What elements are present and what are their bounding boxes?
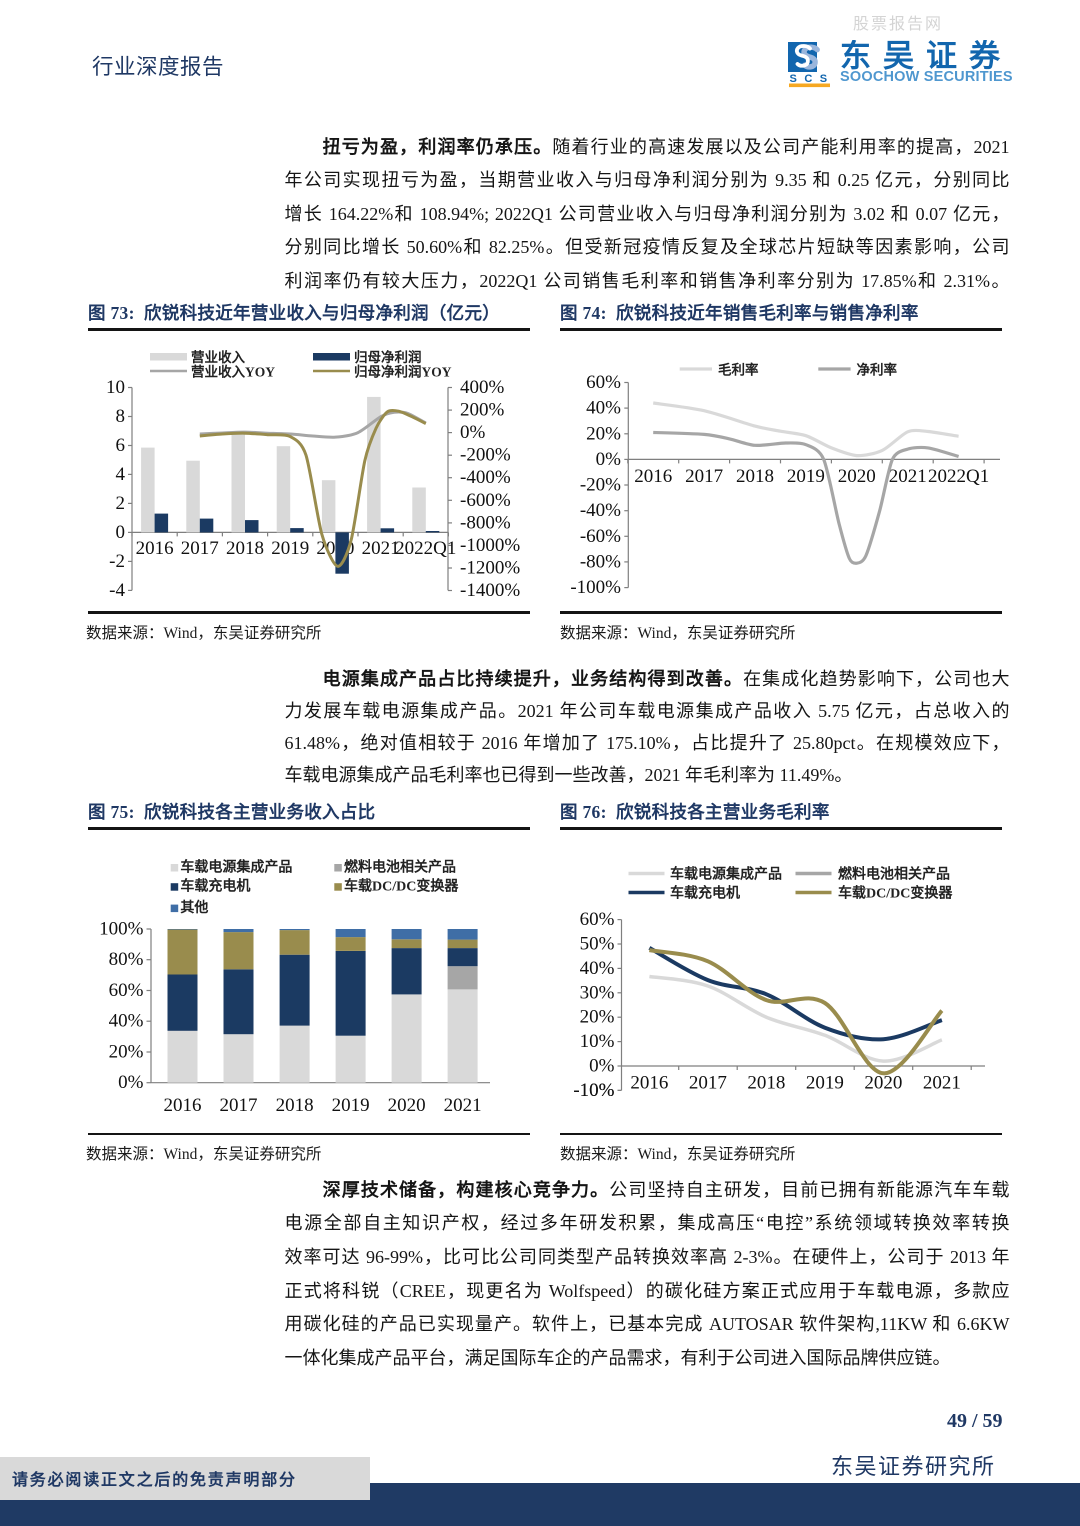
svg-text:2017: 2017 [689,1073,727,1094]
svg-text:车载电源集成产品: 车载电源集成产品 [180,859,292,876]
svg-text:车载充电机: 车载充电机 [670,885,740,902]
svg-text:80%: 80% [109,949,144,970]
svg-text:2016: 2016 [630,1073,668,1094]
svg-text:-80%: -80% [580,551,621,572]
svg-text:0: 0 [116,522,126,543]
svg-text:-100%: -100% [570,577,621,598]
svg-text:-800%: -800% [460,512,511,533]
svg-text:0%: 0% [596,449,622,470]
svg-text:6: 6 [116,435,126,456]
svg-text:2016: 2016 [136,538,174,559]
svg-text:60%: 60% [109,980,144,1001]
svg-text:2020: 2020 [864,1073,902,1094]
svg-text:2021: 2021 [889,466,927,487]
svg-text:2018: 2018 [226,538,264,559]
svg-text:燃料电池相关产品: 燃料电池相关产品 [344,859,456,876]
svg-text:2022Q1: 2022Q1 [928,466,989,487]
svg-text:车载DC/DC变换器: 车载DC/DC变换器 [344,878,459,895]
svg-text:8: 8 [116,406,126,427]
svg-text:2019: 2019 [806,1073,844,1094]
svg-text:车载充电机: 车载充电机 [180,878,250,895]
svg-text:0%: 0% [118,1072,144,1093]
svg-text:-4: -4 [109,580,125,601]
svg-text:60%: 60% [586,372,621,393]
svg-text:-1400%: -1400% [460,580,520,601]
svg-text:-20%: -20% [580,475,621,496]
svg-text:东吴证券: 东吴证券 [840,40,1012,74]
svg-text:20%: 20% [580,1007,615,1028]
svg-text:-1200%: -1200% [460,558,520,579]
svg-text:2016: 2016 [634,466,672,487]
svg-text:SOOCHOW SECURITIES: SOOCHOW SECURITIES [840,69,1013,85]
svg-text:2017: 2017 [181,538,219,559]
svg-text:20%: 20% [109,1042,144,1063]
svg-text:60%: 60% [580,909,615,930]
svg-text:营业收入: 营业收入 [191,349,245,365]
svg-text:车载电源集成产品: 车载电源集成产品 [670,866,782,883]
svg-text:2020: 2020 [838,466,876,487]
svg-text:-60%: -60% [580,526,621,547]
svg-text:30%: 30% [580,982,615,1003]
svg-text:归母净利润: 归母净利润 [354,349,422,365]
svg-text:40%: 40% [580,958,615,979]
svg-text:20%: 20% [586,423,621,444]
svg-text:-400%: -400% [460,467,511,488]
svg-text:其他: 其他 [180,899,208,916]
svg-text:净利率: 净利率 [857,362,898,378]
svg-text:2016: 2016 [164,1095,202,1116]
svg-text:100%: 100% [99,919,144,940]
svg-text:2018: 2018 [276,1095,314,1116]
svg-text:2018: 2018 [736,466,774,487]
svg-text:2019: 2019 [787,466,825,487]
svg-text:2021: 2021 [362,538,400,559]
svg-text:2019: 2019 [271,538,309,559]
svg-text:4: 4 [116,464,126,485]
svg-text:200%: 200% [460,400,505,421]
svg-text:-10%: -10% [573,1080,614,1101]
svg-text:2017: 2017 [685,466,723,487]
svg-text:0%: 0% [589,1056,615,1077]
svg-text:2021: 2021 [444,1095,482,1116]
svg-text:2: 2 [116,493,126,514]
svg-text:-10%: -10% [573,1080,614,1101]
svg-text:40%: 40% [586,398,621,419]
svg-text:2017: 2017 [220,1095,258,1116]
svg-text:毛利率: 毛利率 [718,362,759,378]
svg-text:车载DC/DC变换器: 车载DC/DC变换器 [838,885,953,902]
svg-text:10%: 10% [580,1031,615,1052]
svg-text:2019: 2019 [332,1095,370,1116]
svg-text:40%: 40% [109,1011,144,1032]
svg-text:SCS: SCS [790,73,835,85]
svg-text:2021: 2021 [923,1073,961,1094]
svg-text:燃料电池相关产品: 燃料电池相关产品 [838,866,950,883]
svg-text:-200%: -200% [460,445,511,466]
svg-text:-600%: -600% [460,490,511,511]
svg-text:50%: 50% [580,934,615,955]
svg-text:-1000%: -1000% [460,535,520,556]
svg-text:2022Q1: 2022Q1 [395,538,456,559]
svg-text:营业收入YOY: 营业收入YOY [191,364,275,380]
svg-text:-40%: -40% [580,500,621,521]
svg-text:400%: 400% [460,377,505,398]
svg-text:-2: -2 [109,551,125,572]
svg-text:归母净利润YOY: 归母净利润YOY [354,364,452,380]
svg-text:0%: 0% [460,422,486,443]
svg-text:10: 10 [106,377,125,398]
svg-text:2020: 2020 [388,1095,426,1116]
svg-text:2018: 2018 [747,1073,785,1094]
